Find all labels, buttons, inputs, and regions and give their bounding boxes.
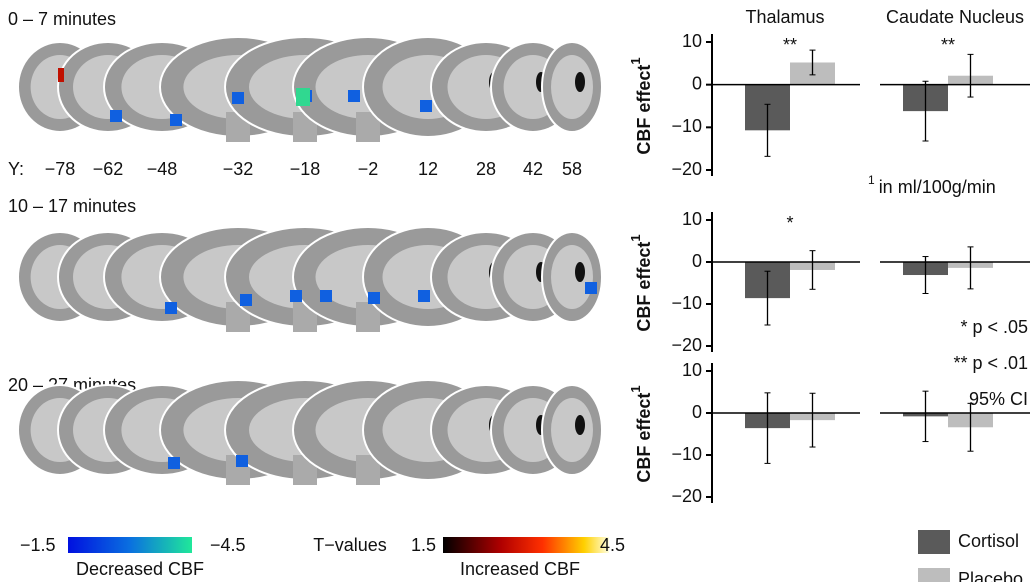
unit-mark: 1	[868, 173, 875, 187]
unit-note-text: in ml/100g/min	[879, 177, 996, 197]
activation	[348, 90, 360, 102]
colorbar-decreased	[68, 537, 192, 553]
y-tick-label: −20	[671, 159, 702, 179]
legend-swatch	[918, 530, 950, 554]
scale-min: −1.5	[20, 535, 56, 555]
activation	[232, 92, 244, 104]
activation	[240, 294, 252, 306]
y-tick-label: −20	[671, 335, 702, 355]
y-axis-label: CBF effect1	[628, 385, 653, 482]
y-tick-label: −10	[671, 293, 702, 313]
activation	[165, 302, 177, 314]
y-coordinate: 28	[476, 159, 496, 179]
y-axis-label: CBF effect1	[628, 234, 653, 331]
y-coordinate: −62	[93, 159, 124, 179]
y-tick-label: 10	[682, 209, 702, 229]
y-coordinate: 58	[562, 159, 582, 179]
unit-mark: 1	[628, 385, 643, 392]
activation	[418, 290, 430, 302]
y-coordinate-label: Y:	[8, 159, 24, 179]
ventricle	[575, 262, 585, 282]
legend-label: Cortisol	[958, 531, 1019, 551]
y-tick-label: 10	[682, 31, 702, 51]
y-tick-label: −10	[671, 116, 702, 136]
y-coordinate: −32	[223, 159, 254, 179]
y-tick-label: 10	[682, 360, 702, 380]
ventricle	[575, 72, 585, 92]
y-tick-label: 0	[692, 73, 702, 93]
scale-label: Decreased CBF	[76, 559, 204, 579]
scale-min: 1.5	[411, 535, 436, 555]
y-coordinate: 42	[523, 159, 543, 179]
activation	[168, 457, 180, 469]
activation	[320, 290, 332, 302]
activation	[290, 290, 302, 302]
ventricle	[575, 415, 585, 435]
significance-mark: *	[786, 213, 793, 233]
scale-max: 4.5	[600, 535, 625, 555]
y-tick-label: −20	[671, 486, 702, 506]
significance-mark: **	[941, 35, 955, 55]
y-axis-label-text: CBF effect	[634, 65, 654, 155]
activation	[110, 110, 122, 122]
brain-matter	[551, 245, 593, 309]
y-axis-label-text: CBF effect	[634, 393, 654, 483]
activation	[420, 100, 432, 112]
activation	[58, 68, 64, 82]
significance-mark: **	[783, 35, 797, 55]
scale-label: Increased CBF	[460, 559, 580, 579]
significance-legend: ** p < .01	[953, 353, 1028, 373]
y-coordinate: 12	[418, 159, 438, 179]
significance-legend: 95% CI	[969, 389, 1028, 409]
activation	[296, 88, 310, 106]
activation	[585, 282, 597, 294]
y-coordinate: −2	[358, 159, 379, 179]
unit-mark: 1	[628, 57, 643, 64]
legend-label: Placebo	[958, 569, 1023, 582]
row-title: 10 – 17 minutes	[8, 196, 136, 216]
column-title: Caudate Nucleus	[886, 7, 1024, 27]
activation	[170, 114, 182, 126]
y-tick-label: 0	[692, 402, 702, 422]
y-tick-label: −10	[671, 444, 702, 464]
scale-title: T−values	[313, 535, 387, 555]
brain-matter	[551, 55, 593, 119]
y-axis-label: CBF effect1	[628, 57, 653, 154]
y-coordinate: −48	[147, 159, 178, 179]
y-coordinate: −18	[290, 159, 321, 179]
scale-max: −4.5	[210, 535, 246, 555]
unit-note: 1 in ml/100g/min	[868, 173, 996, 197]
colorbar-increased	[443, 537, 609, 553]
y-tick-label: 0	[692, 251, 702, 271]
activation	[236, 455, 248, 467]
significance-legend: * p < .05	[960, 317, 1028, 337]
y-coordinate: −78	[45, 159, 76, 179]
y-axis-label-text: CBF effect	[634, 242, 654, 332]
column-title: Thalamus	[745, 7, 824, 27]
brain-matter	[551, 398, 593, 462]
row-title: 0 – 7 minutes	[8, 9, 116, 29]
legend-swatch	[918, 568, 950, 582]
unit-mark: 1	[628, 234, 643, 241]
activation	[368, 292, 380, 304]
